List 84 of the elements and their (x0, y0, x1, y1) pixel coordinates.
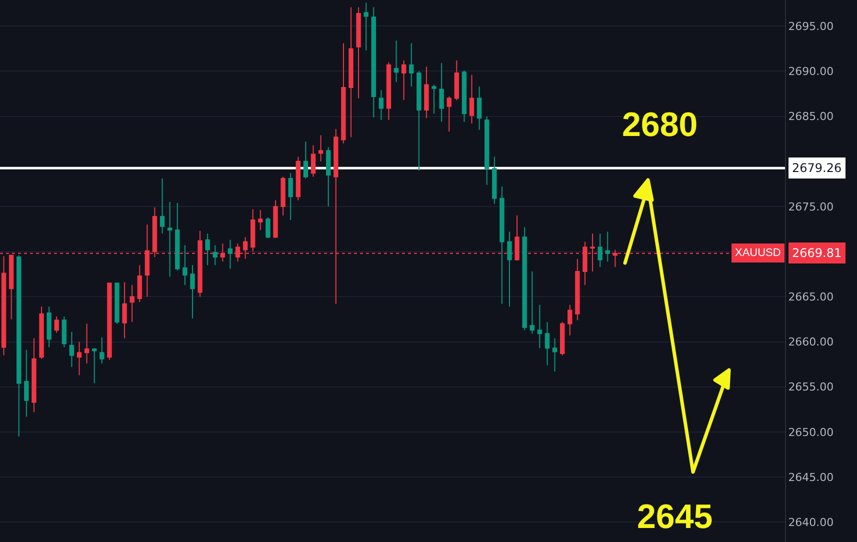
candlestick (266, 216, 270, 239)
candlestick (288, 172, 293, 221)
ref-line-label: 2679.26 (792, 161, 842, 175)
y-tick-label: 2660.00 (788, 336, 834, 349)
candlestick (348, 6, 354, 138)
candlestick (560, 321, 565, 356)
candlestick (462, 70, 467, 122)
annotation: XAUUSD (735, 247, 781, 259)
candlestick (416, 70, 422, 171)
candlestick (69, 331, 74, 368)
candlestick (439, 62, 444, 122)
candlestick (318, 134, 324, 162)
candlestick (1, 256, 6, 356)
candlestick (280, 176, 286, 216)
annotation: 2645 (637, 498, 713, 536)
candlestick (364, 2, 368, 51)
candlestick (401, 60, 406, 101)
candlestick (160, 178, 165, 234)
candlestick (258, 210, 263, 230)
y-tick-label: 2650.00 (788, 426, 834, 439)
candlestick (122, 282, 127, 339)
candlestick (137, 264, 142, 303)
candlestick (46, 306, 52, 348)
candlestick (167, 202, 172, 278)
candlestick (386, 62, 392, 120)
candlestick (76, 341, 82, 376)
candlestick (544, 321, 550, 366)
candlestick (484, 116, 490, 186)
y-tick-label: 2640.00 (788, 516, 834, 530)
candlestick (39, 306, 44, 360)
candlestick (84, 323, 90, 364)
candlestick (492, 156, 497, 204)
candlestick (598, 233, 602, 268)
candlestick (507, 231, 512, 308)
candlestick (356, 6, 361, 99)
candlestick (605, 231, 610, 262)
candlestick (568, 304, 572, 336)
candlestick (446, 96, 452, 132)
candlestick (16, 254, 22, 437)
candlestick (424, 66, 429, 119)
candlestick (107, 282, 112, 360)
ref-line-label: 2669.81 (792, 246, 842, 260)
candlestick (24, 349, 29, 418)
candlestick (378, 90, 384, 120)
candlestick (394, 40, 399, 83)
candlestick (454, 60, 460, 101)
candlestick (575, 258, 580, 321)
candlestick (54, 316, 59, 334)
candlestick (432, 84, 436, 114)
y-tick-label: 2685.00 (788, 110, 834, 124)
y-tick-label: 2695.00 (788, 20, 834, 33)
candlestick (175, 202, 180, 272)
y-tick-label: 2655.00 (788, 380, 834, 394)
candlestick (537, 304, 542, 349)
candlestick (205, 233, 210, 266)
candlestick (92, 348, 97, 384)
candlestick (326, 146, 331, 208)
candlestick (114, 282, 120, 324)
candlestick (530, 270, 534, 334)
candlestick (476, 86, 482, 130)
candlestick (212, 244, 218, 266)
candlestick (409, 42, 414, 88)
candlestick (500, 186, 504, 304)
candlestick (522, 226, 527, 331)
candlestick (100, 336, 104, 364)
candlestick (62, 316, 67, 348)
y-tick-label: 2645.00 (788, 470, 834, 484)
candlestick (469, 74, 474, 124)
y-tick-label: 2675.00 (788, 200, 834, 214)
candlestick (371, 6, 376, 118)
candlestick (130, 284, 134, 322)
y-tick-label: 2690.00 (788, 65, 834, 78)
candlestick (296, 156, 300, 201)
candlestick (273, 200, 278, 239)
candlestick (228, 239, 233, 270)
candlestick (190, 264, 195, 319)
candlestick (32, 338, 36, 413)
candlestick (310, 144, 316, 178)
candlestick (303, 141, 308, 180)
candlestick (552, 338, 558, 372)
annotation: 2680 (622, 106, 698, 144)
candlestick (182, 244, 188, 286)
candlestick (341, 42, 346, 144)
y-tick-label: 2665.00 (788, 290, 834, 304)
